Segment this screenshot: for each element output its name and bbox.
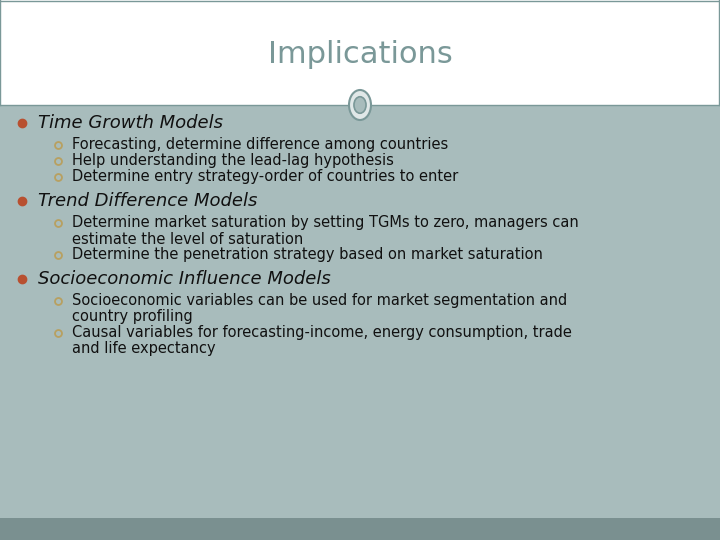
Ellipse shape <box>354 97 366 113</box>
Ellipse shape <box>349 90 371 120</box>
Bar <box>0 518 720 540</box>
Text: estimate the level of saturation: estimate the level of saturation <box>72 232 303 246</box>
Text: Determine market saturation by setting TGMs to zero, managers can: Determine market saturation by setting T… <box>72 215 579 231</box>
Text: Determine the penetration strategy based on market saturation: Determine the penetration strategy based… <box>72 247 543 262</box>
Text: Trend Difference Models: Trend Difference Models <box>38 192 257 210</box>
Text: and life expectancy: and life expectancy <box>72 341 215 356</box>
Text: country profiling: country profiling <box>72 309 193 325</box>
Text: Determine entry strategy-order of countries to enter: Determine entry strategy-order of countr… <box>72 170 458 185</box>
Text: Forecasting, determine difference among countries: Forecasting, determine difference among … <box>72 138 449 152</box>
Text: Socioeconomic variables can be used for market segmentation and: Socioeconomic variables can be used for … <box>72 294 567 308</box>
Bar <box>0 0 720 105</box>
Text: Implications: Implications <box>268 40 452 69</box>
Text: Help understanding the lead-lag hypothesis: Help understanding the lead-lag hypothes… <box>72 153 394 168</box>
Text: Causal variables for forecasting-income, energy consumption, trade: Causal variables for forecasting-income,… <box>72 326 572 341</box>
Text: Socioeconomic Influence Models: Socioeconomic Influence Models <box>38 270 330 288</box>
Text: Time Growth Models: Time Growth Models <box>38 114 223 132</box>
